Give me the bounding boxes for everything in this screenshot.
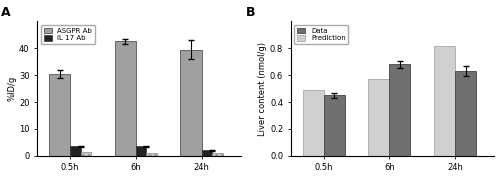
Bar — [212, 153, 222, 156]
Legend: ASGPR Ab, IL 17 Ab: ASGPR Ab, IL 17 Ab — [40, 25, 95, 44]
Bar — [146, 153, 157, 156]
Bar — [368, 79, 390, 156]
Bar — [324, 95, 344, 156]
Bar — [136, 146, 146, 156]
Legend: Data, Prediction: Data, Prediction — [294, 25, 348, 44]
Bar — [434, 46, 455, 156]
Text: B: B — [246, 6, 256, 19]
Bar — [202, 150, 212, 156]
Bar — [80, 152, 91, 156]
Bar — [49, 74, 70, 156]
Bar — [455, 71, 476, 156]
Y-axis label: %ID/g: %ID/g — [7, 76, 16, 101]
Bar — [180, 49, 202, 156]
Y-axis label: Liver content (nmol/g): Liver content (nmol/g) — [258, 41, 267, 136]
Bar — [70, 146, 80, 156]
Text: A: A — [0, 6, 10, 19]
Bar — [302, 90, 324, 156]
Bar — [115, 41, 136, 156]
Bar — [390, 64, 410, 156]
